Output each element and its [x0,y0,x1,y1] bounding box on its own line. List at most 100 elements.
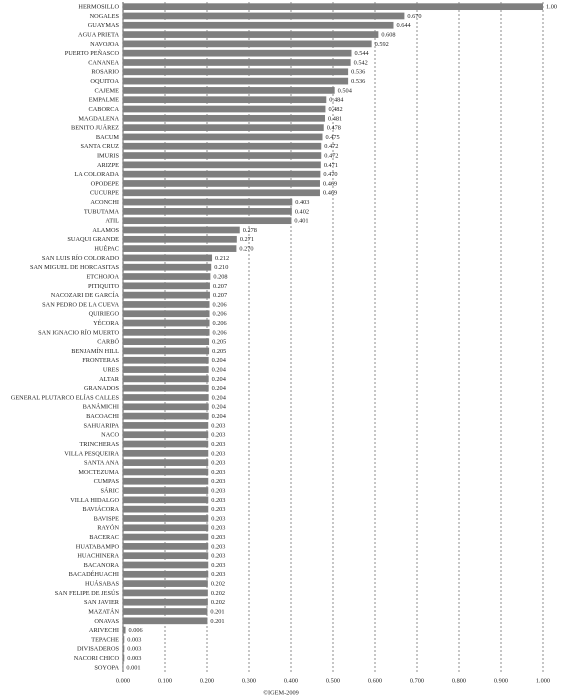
bar [123,375,209,383]
bar [123,310,210,318]
y-tick-label: ONAVAS [94,618,119,625]
y-tick-label: NAVOJOA [90,41,119,48]
bar [123,617,208,625]
value-label: 0.203 [211,478,225,485]
bar [123,440,209,448]
y-tick-label: HUATABAMPO [76,543,120,550]
value-label: 0.201 [210,608,224,615]
y-tick-label: SAN LUIS RÍO COLORADO [42,254,120,262]
value-label: 0.469 [323,180,337,187]
value-label: 1.00 [546,4,557,11]
y-tick-label: BACANORA [84,562,120,569]
bar [123,431,209,439]
value-label: 0.206 [213,311,227,318]
bar [123,561,209,569]
y-tick-label: PITIQUITO [88,283,119,290]
value-label: 0.208 [213,273,227,280]
bar [123,533,209,541]
bar [123,589,208,597]
bar [123,459,209,466]
bar [123,570,209,578]
value-label: 0.202 [211,590,225,597]
value-label: 0.203 [211,571,225,578]
value-label: 0.469 [323,190,337,197]
bar [123,598,208,606]
value-label: 0.203 [211,497,225,504]
y-tick-label: FRONTERAS [82,357,119,364]
y-tick-label: BAVIÁCORA [82,505,119,513]
bar [123,208,292,215]
value-label: 0.204 [212,394,227,401]
value-label: 0.204 [212,413,227,420]
bar [123,68,349,76]
y-tick-label: VILLA HIDALGO [70,497,119,504]
bar [123,626,126,634]
value-label: 0.203 [211,487,225,494]
y-tick-label: SANTA ANA [84,460,119,467]
bar [123,645,125,653]
value-label: 0.592 [375,41,389,48]
bar [123,580,208,587]
y-tick-label: ACONCHI [90,199,119,206]
x-tick-label: 0.100 [158,677,172,684]
y-tick-label: SÁRIC [100,486,119,494]
y-tick-label: RAYÓN [97,524,119,532]
y-tick-label: BAVISPE [94,515,120,522]
y-tick-label: CABORCA [89,106,120,113]
bar [123,636,125,643]
value-label: 0.670 [407,13,421,20]
source-note: ©IGEM-2009 [263,689,299,696]
y-tick-label: ARIVECHI [89,627,119,634]
value-label: 0.205 [212,348,226,355]
bar [123,496,209,504]
y-tick-label: SAN PEDRO DE LA CUEVA [42,301,119,308]
bar [123,152,322,159]
value-label: 0.003 [127,636,141,643]
y-tick-label: GRANADOS [84,385,119,392]
value-label: 0.001 [126,664,140,671]
bar [123,301,210,308]
bar [123,524,209,532]
y-tick-label: ALAMOS [92,227,119,234]
y-tick-label: MOCTEZUMA [78,469,119,476]
bar [123,347,210,355]
value-label: 0.472 [324,143,338,150]
value-label: 0.203 [211,441,225,448]
y-tick-label: CUCURPE [90,190,119,197]
bar [123,449,209,457]
value-label: 0.203 [211,543,225,550]
y-tick-label: NOGALES [90,13,120,20]
y-tick-label: BACADÉHUACHI [69,570,119,578]
value-label: 0.203 [211,432,225,439]
value-label: 0.475 [326,134,340,141]
y-tick-label: IMURIS [97,152,120,159]
y-tick-label: HUACHINERA [77,553,119,560]
value-label: 0.203 [211,450,225,457]
value-label: 0.536 [351,78,365,85]
value-label: 0.006 [129,627,143,634]
bar [123,394,209,401]
value-label: 0.203 [211,469,225,476]
bar [123,217,292,225]
y-tick-label: OPODEPE [91,180,119,187]
value-label: 0.207 [213,283,227,290]
y-tick-label: SAN FELIPE DE JESÚS [55,589,120,597]
value-label: 0.003 [127,646,141,653]
y-tick-label: HUÉPAC [94,245,119,253]
y-tick-label: YÉCORA [93,319,119,327]
bar [123,3,543,11]
x-tick-label: 0.000 [116,677,130,684]
y-tick-label: CAJEME [95,87,120,94]
bar [123,77,349,85]
bar [123,338,210,346]
bar [123,552,209,560]
y-tick-label: GUAYMAS [88,22,120,29]
value-label: 0.203 [211,422,225,429]
value-label: 0.270 [239,246,253,253]
value-label: 0.204 [212,367,227,374]
bar [123,412,209,420]
y-tick-label: CANANEA [88,59,119,66]
x-tick-label: 0.200 [200,677,214,684]
y-tick-label: SOYOPA [94,664,119,671]
bar [123,356,209,364]
